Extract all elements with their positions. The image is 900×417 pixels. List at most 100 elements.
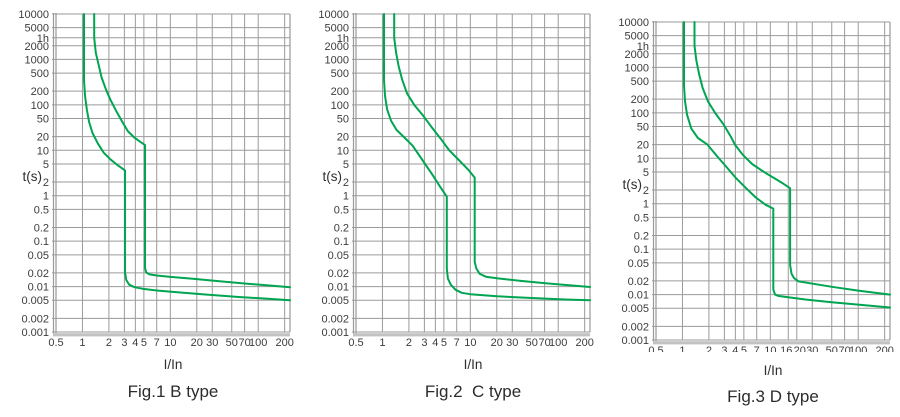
- y-tick-label: 0.05: [628, 258, 649, 270]
- x-tick-label: 100: [549, 337, 567, 349]
- y-tick-label: 1000: [625, 62, 649, 74]
- x-axis-band: [53, 333, 290, 337]
- y-tick-label: 10: [637, 153, 649, 165]
- x-tick-label: 5: [441, 337, 447, 349]
- y-tick-label: 20: [637, 140, 649, 152]
- figure-caption: Fig.2 C type: [424, 382, 522, 401]
- x-axis-label: I/In: [163, 357, 183, 372]
- x-tick-label: 0.5: [648, 345, 663, 352]
- b-type-chart-block: 10000 5000 1h 2000 1000 500 200 100 50 20 10 5 2 1 0.5…: [0, 0, 300, 417]
- x-axis-band: [653, 341, 890, 345]
- y-tick-label: 5000: [325, 23, 349, 35]
- y-tick-label: 50: [337, 114, 349, 126]
- y-tick-label: 0.02: [328, 268, 349, 280]
- x-tick-label: 2: [106, 337, 112, 349]
- x-tick-label: 70: [538, 337, 550, 349]
- x-tick-label: 50: [826, 345, 838, 352]
- y-tick-label: 0.005: [621, 303, 649, 315]
- upper-trip-limit-curve: [93, 13, 291, 289]
- x-tick-label: 10: [164, 337, 176, 349]
- lower-trip-limit-curve: [383, 13, 591, 302]
- x-tick-label: 3: [421, 337, 427, 349]
- x-tick-label: 200: [875, 345, 893, 352]
- y-tick-label: 1000: [25, 54, 49, 66]
- y-tick-label: 0.1: [34, 236, 49, 248]
- x-tick-label: 5: [741, 345, 747, 352]
- x-tick-label: 7: [154, 337, 160, 349]
- y-tick-label: 10000: [18, 9, 49, 21]
- y-tick-label: 0.2: [34, 222, 49, 234]
- y-tick-label: 1h: [337, 33, 349, 45]
- y-tick-label: 0.05: [28, 250, 49, 262]
- x-tick-label: 0.5: [48, 337, 63, 349]
- y-tick-label: 0.05: [328, 250, 349, 262]
- x-axis-label: I/In: [763, 363, 783, 378]
- y-tick-label: 200: [31, 86, 49, 98]
- x-tick-label: 70: [238, 337, 250, 349]
- y-tick-label: 0.005: [321, 295, 349, 307]
- y-tick-label: 500: [631, 76, 649, 88]
- y-tick-label: 5: [643, 167, 649, 179]
- y-tick-label: 2000: [325, 41, 349, 53]
- y-tick-label: 1: [343, 191, 349, 203]
- c-type-trip-curve-chart: 1000050001h200010005002001005020105210.5…: [318, 9, 593, 349]
- y-tick-label: 0.001: [621, 335, 649, 347]
- y-tick-label: 0.001: [21, 327, 49, 339]
- x-tick-label: 4: [432, 337, 438, 349]
- x-tick-label: 0.5: [348, 337, 363, 349]
- y-tick-label: 0.2: [334, 222, 349, 234]
- lower-trip-limit-curve: [83, 13, 291, 302]
- y-tick-label: 50: [37, 114, 49, 126]
- y-tick-label: 100: [31, 100, 49, 112]
- x-tick-label: 10: [464, 337, 476, 349]
- x-tick-label: 4: [732, 345, 738, 352]
- x-tick-label: 3: [121, 337, 127, 349]
- y-tick-label: 200: [631, 94, 649, 106]
- y-tick-label: 10: [37, 145, 49, 157]
- x-tick-label: 20: [491, 337, 503, 349]
- y-tick-label: 0.001: [321, 327, 349, 339]
- c-type-chart-block: 10000 5000 1h 2000 1000 500 200 100 50 20 10 5 2 1 0.5…: [300, 0, 600, 417]
- x-tick-label: 1: [679, 345, 685, 352]
- y-tick-label: 5000: [625, 31, 649, 43]
- x-tick-label: 100: [849, 345, 867, 352]
- y-tick-label: 1: [643, 199, 649, 211]
- y-tick-label: 20: [337, 132, 349, 144]
- y-tick-label: 2000: [625, 49, 649, 61]
- y-tick-label: 500: [331, 68, 349, 80]
- upper-trip-limit-curve: [393, 13, 591, 288]
- y-tick-label: 0.01: [328, 282, 349, 294]
- y-tick-label: 0.002: [321, 313, 349, 325]
- y-tick-label: 0.02: [628, 276, 649, 288]
- x-tick-label: 16: [780, 345, 792, 352]
- y-tick-label: 100: [331, 100, 349, 112]
- x-axis-band: [353, 333, 590, 337]
- y-tick-label: 0.005: [21, 295, 49, 307]
- y-tick-label: 2: [643, 185, 649, 197]
- y-tick-label: 0.2: [634, 230, 649, 242]
- y-tick-label: 0.1: [634, 244, 649, 256]
- y-tick-label: 2: [343, 177, 349, 189]
- lower-trip-limit-curve: [683, 21, 891, 309]
- y-tick-label: 2: [43, 177, 49, 189]
- x-tick-label: 70: [838, 345, 850, 352]
- x-tick-label: 5: [141, 337, 147, 349]
- y-tick-label: 200: [331, 86, 349, 98]
- x-tick-label: 30: [806, 345, 818, 352]
- y-axis-label: t(s): [622, 177, 643, 192]
- figure-caption: Fig.3 D type: [727, 387, 819, 406]
- d-type-trip-curve-chart: 1000050001h200010005002001005020105210.5…: [618, 17, 893, 352]
- y-tick-label: 50: [637, 122, 649, 134]
- y-tick-label: 500: [31, 68, 49, 80]
- x-tick-label: 50: [226, 337, 238, 349]
- y-tick-label: 20: [37, 132, 49, 144]
- y-tick-label: 10000: [318, 9, 349, 21]
- y-tick-label: 0.002: [621, 321, 649, 333]
- y-tick-label: 0.1: [334, 236, 349, 248]
- x-tick-label: 7: [454, 337, 460, 349]
- y-tick-label: 5000: [25, 23, 49, 35]
- upper-trip-limit-curve: [693, 21, 891, 296]
- y-tick-label: 100: [631, 108, 649, 120]
- y-tick-label: 5: [43, 159, 49, 171]
